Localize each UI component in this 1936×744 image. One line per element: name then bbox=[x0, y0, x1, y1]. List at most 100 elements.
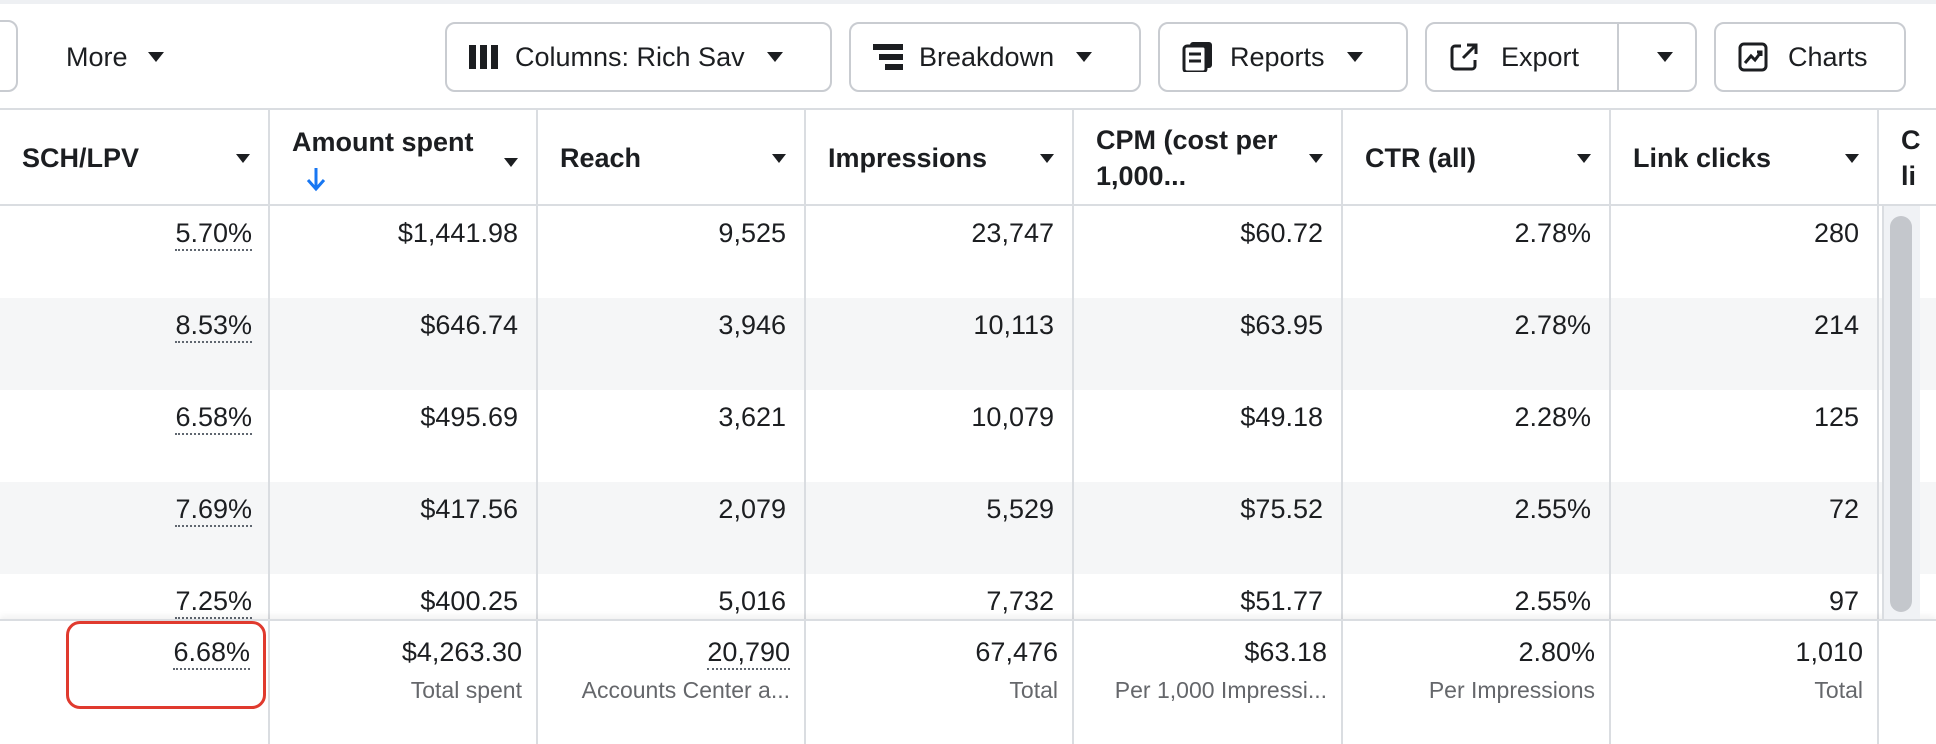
vertical-scrollbar-thumb[interactable] bbox=[1890, 216, 1912, 612]
cell-value: $63.95 bbox=[1240, 310, 1323, 340]
cell-ctr-all: 2.78% bbox=[1343, 298, 1611, 390]
toolbar: More Columns: Rich Sav Breakdown Reports… bbox=[0, 0, 1936, 110]
table-row[interactable]: 8.53% $646.74 3,946 10,113 $63.95 2.78% 214 bbox=[0, 298, 1936, 390]
cell-value: 72 bbox=[1828, 494, 1859, 524]
column-header-cpm[interactable]: CPM (cost per 1,000... bbox=[1074, 110, 1343, 206]
total-value-text: $63.18 bbox=[1244, 637, 1327, 667]
cell-sch-lpv[interactable]: 8.53% bbox=[0, 298, 270, 390]
total-ctr-all: 2.80% Per Impressions bbox=[1343, 621, 1611, 744]
chevron-down-icon bbox=[1346, 52, 1363, 62]
columns-icon bbox=[469, 45, 499, 69]
cell-reach: 3,946 bbox=[538, 298, 806, 390]
table-header-row: SCH/LPV Amount spent Reach Impressions C… bbox=[0, 110, 1936, 206]
cell-value[interactable]: 7.25% bbox=[175, 586, 252, 619]
column-header-reach[interactable]: Reach bbox=[538, 110, 806, 206]
cell-link-clicks: 214 bbox=[1611, 298, 1879, 390]
reports-button[interactable]: Reports bbox=[1158, 22, 1408, 92]
column-header-label: SCH/LPV bbox=[22, 143, 140, 173]
cell-value[interactable]: 6.58% bbox=[175, 402, 252, 435]
cell-cpm: $75.52 bbox=[1074, 482, 1343, 574]
cell-value: $51.77 bbox=[1240, 586, 1323, 616]
column-header-label: C li bbox=[1901, 125, 1921, 191]
highlight-annotation bbox=[66, 621, 266, 709]
columns-label: Columns: Rich Sav bbox=[515, 41, 745, 72]
cell-value: 280 bbox=[1813, 218, 1859, 248]
total-value: 2.80% bbox=[1343, 635, 1595, 669]
total-truncated bbox=[1879, 621, 1936, 744]
cell-sch-lpv[interactable]: 5.70% bbox=[0, 206, 270, 298]
chevron-down-icon[interactable] bbox=[1577, 154, 1591, 163]
toolbar-left-button-edge[interactable] bbox=[0, 20, 18, 92]
cell-impressions: 7,732 bbox=[806, 574, 1074, 619]
chevron-down-icon[interactable] bbox=[1845, 154, 1859, 163]
cell-value: 2.55% bbox=[1514, 494, 1591, 524]
chevron-down-icon[interactable] bbox=[504, 158, 518, 167]
cell-amount-spent: $417.56 bbox=[270, 482, 538, 574]
cell-value[interactable]: 7.69% bbox=[175, 494, 252, 527]
total-link-clicks: 1,010 Total bbox=[1611, 621, 1879, 744]
chevron-down-icon[interactable] bbox=[236, 154, 250, 163]
cell-value: 7,732 bbox=[986, 586, 1054, 616]
cell-cpm: $60.72 bbox=[1074, 206, 1343, 298]
total-value[interactable]: 20,790 bbox=[538, 635, 790, 670]
columns-button[interactable]: Columns: Rich Sav bbox=[445, 22, 832, 92]
column-header-sch-lpv[interactable]: SCH/LPV bbox=[0, 110, 270, 206]
column-header-truncated[interactable]: C li bbox=[1879, 110, 1936, 206]
column-header-amount-spent[interactable]: Amount spent bbox=[270, 110, 538, 206]
cell-reach: 3,621 bbox=[538, 390, 806, 482]
export-button-group: Export bbox=[1425, 22, 1697, 92]
cell-value: 2,079 bbox=[718, 494, 786, 524]
total-reach: 20,790 Accounts Center a... bbox=[538, 621, 806, 744]
total-value: 67,476 bbox=[806, 635, 1058, 669]
sort-descending-arrow-icon[interactable] bbox=[305, 166, 327, 192]
cell-value: $60.72 bbox=[1240, 218, 1323, 248]
cell-value: 214 bbox=[1813, 310, 1859, 340]
table-row[interactable]: 7.69% $417.56 2,079 5,529 $75.52 2.55% 72 bbox=[0, 482, 1936, 574]
export-dropdown-chevron-icon[interactable] bbox=[1657, 52, 1673, 62]
total-description: Per 1,000 Impressi... bbox=[1114, 677, 1327, 703]
cell-ctr-all: 2.55% bbox=[1343, 574, 1611, 619]
cell-value[interactable]: 5.70% bbox=[175, 218, 252, 251]
toolbar-top-border bbox=[0, 0, 1936, 4]
cell-sch-lpv[interactable]: 7.25% bbox=[0, 574, 270, 619]
total-value-text[interactable]: 20,790 bbox=[707, 637, 790, 670]
chevron-down-icon[interactable] bbox=[1309, 154, 1323, 163]
table-row[interactable]: 6.58% $495.69 3,621 10,079 $49.18 2.28% 125 bbox=[0, 390, 1936, 482]
chevron-down-icon[interactable] bbox=[1040, 154, 1054, 163]
cell-value: $49.18 bbox=[1240, 402, 1323, 432]
cell-amount-spent: $1,441.98 bbox=[270, 206, 538, 298]
column-header-link-clicks[interactable]: Link clicks bbox=[1611, 110, 1879, 206]
charts-label: Charts bbox=[1788, 41, 1868, 72]
cell-value: $646.74 bbox=[420, 310, 518, 340]
reports-icon bbox=[1182, 42, 1214, 72]
cell-value: $400.25 bbox=[420, 586, 518, 616]
column-header-label: Amount spent bbox=[292, 127, 474, 157]
cell-sch-lpv[interactable]: 7.69% bbox=[0, 482, 270, 574]
toolbar-bottom-border bbox=[0, 108, 1936, 110]
chevron-down-icon bbox=[1076, 52, 1093, 62]
cell-amount-spent: $495.69 bbox=[270, 390, 538, 482]
cell-value: 10,079 bbox=[971, 402, 1054, 432]
cell-impressions: 5,529 bbox=[806, 482, 1074, 574]
table-row[interactable]: 7.25% $400.25 5,016 7,732 $51.77 2.55% 97 bbox=[0, 574, 1936, 619]
cell-value: 5,529 bbox=[986, 494, 1054, 524]
column-header-label: Reach bbox=[560, 143, 642, 173]
total-value[interactable]: 6.68% bbox=[0, 635, 250, 670]
cell-value: 2.78% bbox=[1514, 310, 1591, 340]
total-value-text[interactable]: 6.68% bbox=[173, 637, 250, 670]
breakdown-button[interactable]: Breakdown bbox=[849, 22, 1141, 92]
export-divider bbox=[1617, 22, 1619, 92]
charts-button[interactable]: Charts bbox=[1714, 22, 1906, 92]
cell-link-clicks: 72 bbox=[1611, 482, 1879, 574]
table-row[interactable]: 5.70% $1,441.98 9,525 23,747 $60.72 2.78% 280 bbox=[0, 206, 1936, 298]
cell-reach: 2,079 bbox=[538, 482, 806, 574]
cell-value: 3,621 bbox=[718, 402, 786, 432]
more-button[interactable]: More bbox=[66, 22, 164, 92]
chevron-down-icon[interactable] bbox=[772, 154, 786, 163]
cell-value[interactable]: 8.53% bbox=[175, 310, 252, 343]
export-label[interactable]: Export bbox=[1501, 41, 1580, 72]
external-link-icon[interactable] bbox=[1449, 42, 1479, 72]
column-header-impressions[interactable]: Impressions bbox=[806, 110, 1074, 206]
cell-sch-lpv[interactable]: 6.58% bbox=[0, 390, 270, 482]
column-header-ctr-all[interactable]: CTR (all) bbox=[1343, 110, 1611, 206]
